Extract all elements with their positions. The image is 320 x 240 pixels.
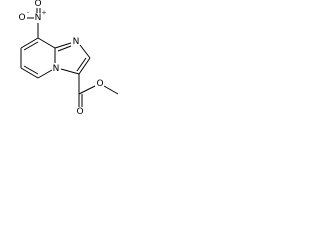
atom-symbol: O: [18, 13, 25, 23]
molecule: O - N + O N N O O: [18, 0, 119, 117]
atom-symbol: N: [35, 13, 42, 23]
atom-symbol: N: [53, 64, 60, 74]
atom-charge: +: [41, 10, 46, 17]
atom-charge: -: [27, 10, 29, 17]
atom-symbol: O: [96, 79, 103, 89]
atom-symbol: N: [73, 37, 80, 47]
atom-symbol: O: [76, 107, 83, 117]
bonds: [20, 8, 119, 107]
atom-symbol: O: [34, 0, 41, 9]
atom-labels: O - N + O N N O O: [18, 0, 103, 117]
